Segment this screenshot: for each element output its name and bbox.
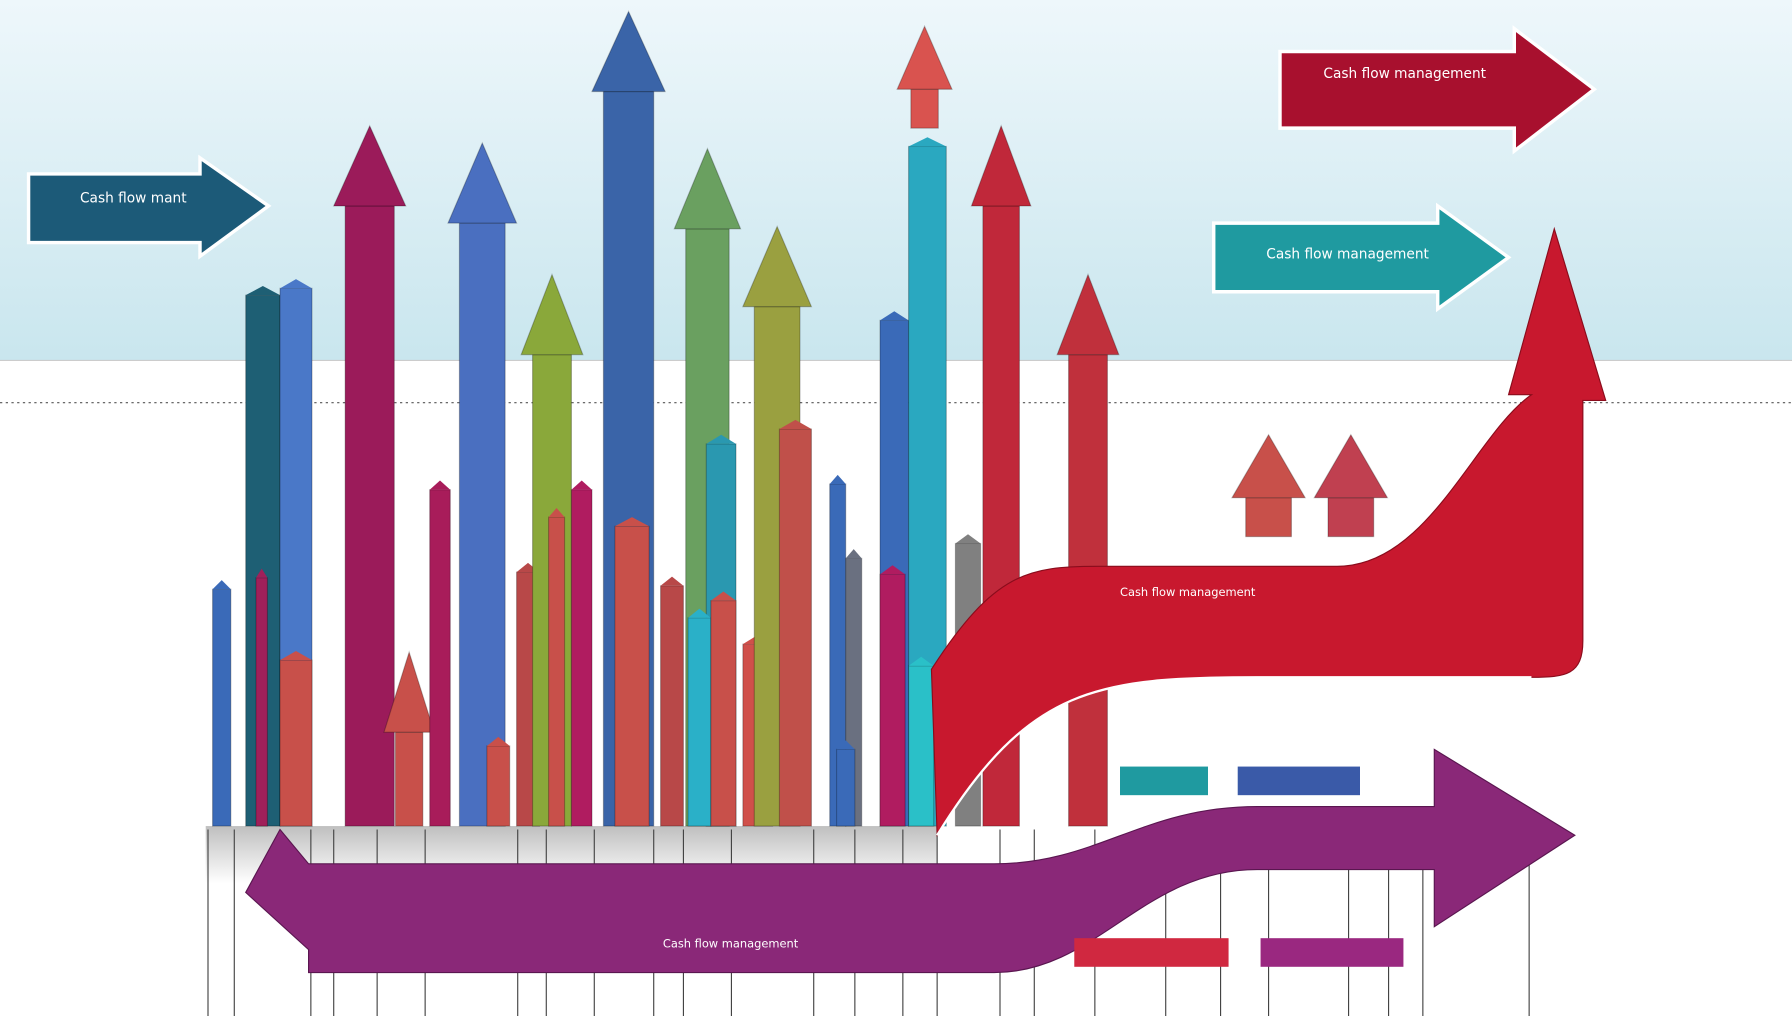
arrowhead xyxy=(1231,433,1307,499)
bar-shape xyxy=(255,577,268,827)
float-arrow xyxy=(910,88,939,129)
bar-tip xyxy=(486,736,510,746)
purple-ribbon xyxy=(244,748,1576,974)
bar-tip xyxy=(548,507,565,518)
ribbon-label: Cash flow management xyxy=(1191,690,1327,704)
bar-tip xyxy=(880,311,909,321)
bar-shape xyxy=(778,428,812,827)
tag xyxy=(1120,766,1208,796)
bar-shape xyxy=(908,665,935,827)
arrowhead xyxy=(741,225,813,308)
bar-tip xyxy=(688,608,711,618)
bar-shape xyxy=(710,600,737,827)
bar-shape xyxy=(344,205,395,827)
signs xyxy=(26,25,1598,967)
bar-tip xyxy=(212,580,231,590)
bar-shape xyxy=(614,525,650,827)
ribbon-label: Cash flow management xyxy=(1120,585,1256,599)
tag xyxy=(1260,938,1404,967)
bar-tip xyxy=(660,576,684,586)
sign xyxy=(26,154,272,260)
arrowhead xyxy=(1313,433,1389,499)
arrowhead xyxy=(673,147,742,230)
arrowhead xyxy=(383,650,436,733)
bar-tip xyxy=(429,480,451,490)
bar-shape xyxy=(486,745,511,827)
ribbon-label: Cash flow management xyxy=(663,936,799,950)
arrowhead xyxy=(332,124,407,207)
bar-tip xyxy=(710,591,736,601)
arrowhead xyxy=(591,10,667,93)
bar-shape xyxy=(211,588,232,827)
bar-tip xyxy=(571,480,592,490)
bar-shape xyxy=(458,222,506,827)
arrowhead xyxy=(447,141,518,224)
bar-tip xyxy=(245,286,280,296)
sign-label: Cash flow management xyxy=(1323,66,1486,82)
ribbons xyxy=(244,226,1607,974)
bar-tip xyxy=(280,279,312,289)
bar-tip xyxy=(256,568,268,578)
float-arrow xyxy=(1327,497,1375,538)
bar-tip xyxy=(955,534,981,544)
bar-shape xyxy=(687,617,712,827)
arrowhead xyxy=(896,24,953,90)
tag xyxy=(1074,938,1229,967)
arrowhead xyxy=(970,124,1032,207)
bar-shape xyxy=(429,489,451,827)
sign-label: Cash flow management xyxy=(1266,247,1429,263)
bar-shape xyxy=(660,585,684,827)
arrowhead xyxy=(520,273,584,356)
bar-tip xyxy=(845,549,862,559)
sign xyxy=(1278,25,1598,155)
bar-shape xyxy=(394,731,424,827)
bar-tip xyxy=(880,565,906,575)
ribbon-edge xyxy=(936,676,1532,836)
arrowhead xyxy=(1056,273,1120,356)
bar-tip xyxy=(706,434,736,444)
bar-tip xyxy=(614,517,650,527)
bar-shape xyxy=(548,516,566,827)
sign-label: Cash flow mant xyxy=(80,191,187,207)
bar-shape xyxy=(836,748,856,827)
bar-tip xyxy=(908,656,934,666)
bar-tip xyxy=(779,419,812,430)
bar-tip xyxy=(908,137,947,147)
bar-shape xyxy=(879,573,906,827)
bar-shape xyxy=(279,659,313,827)
sign xyxy=(1212,202,1512,313)
bar-shape xyxy=(570,489,593,827)
float-arrow xyxy=(1245,497,1292,538)
tag xyxy=(1237,766,1360,796)
bar-tip xyxy=(836,740,855,750)
bar-tip xyxy=(280,651,312,661)
bar-tip xyxy=(829,474,846,484)
